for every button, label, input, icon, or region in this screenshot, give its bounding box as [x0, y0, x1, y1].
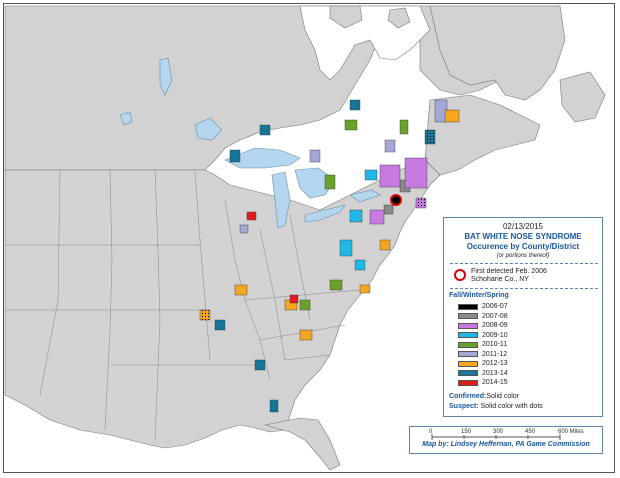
county-2007-08 [383, 204, 394, 215]
newfoundland [559, 71, 606, 123]
county-2010-11 [344, 119, 358, 131]
legend-swatch [458, 322, 478, 329]
legend-swatch [458, 370, 478, 377]
county-2010-11 [324, 174, 336, 190]
legend-swatch [458, 332, 478, 339]
county-2013-14 [259, 124, 271, 136]
county-2012-13 [379, 239, 391, 251]
legend: 02/13/2015 BAT WHITE NOSE SYNDROME Occur… [443, 217, 603, 417]
arctic-island [387, 7, 411, 29]
legend-item-2014-15: 2014-15 [458, 378, 508, 388]
legend-swatch [458, 341, 478, 348]
county-2008-09 [404, 157, 428, 189]
legend-note: (or portions thereof) [496, 253, 550, 259]
county-2008-09-suspect-dots [416, 198, 426, 208]
scale-tick-label: 150 [461, 429, 472, 435]
county-2014-15 [246, 211, 257, 221]
first-detected-location: Schoharie Co., NY [471, 276, 529, 283]
legend-item-label: 2008-09 [482, 322, 508, 330]
county-2013-14-suspect-dots [425, 130, 435, 144]
scale-tick-label: 300 [493, 429, 504, 435]
scale-tick-label: 450 [525, 429, 536, 435]
scale-tick-label: 0 [429, 429, 433, 435]
county-2013-14 [269, 399, 279, 413]
suspect-text: Solid color with dots [480, 403, 543, 410]
legend-item-label: 2007-08 [482, 312, 508, 320]
county-2012-13 [444, 109, 460, 123]
legend-item-label: 2009-10 [482, 331, 508, 339]
legend-swatch [458, 379, 478, 386]
legend-item-label: 2011-12 [482, 350, 508, 358]
legend-item-label: 2014-15 [482, 379, 508, 387]
legend-swatch [458, 313, 478, 320]
suspect-label: Suspect: [449, 403, 479, 410]
legend-separator [450, 288, 598, 289]
scale-tick-label: 600 Miles [558, 429, 584, 435]
first-detected-ring-icon [454, 269, 466, 281]
legend-swatch [458, 360, 478, 367]
legend-items: 2006-07 2007-08 2008-09 2009-10 2010-11 2011-… [458, 302, 508, 388]
first-detected-text: First detected Feb. 2006 [471, 268, 547, 275]
confirmed-label: Confirmed: [449, 393, 487, 400]
legend-item-2010-11: 2010-11 [458, 340, 508, 350]
legend-title: BAT WHITE NOSE SYNDROME [464, 232, 582, 241]
county-2012-13 [234, 284, 248, 296]
county-2009-10 [364, 169, 378, 181]
legend-confirmed: Confirmed:Solid color [449, 393, 519, 400]
great-lakes [119, 57, 381, 229]
county-2009-10 [339, 239, 353, 257]
usa-land [4, 159, 441, 449]
county-2013-14 [229, 149, 241, 163]
county-2010-11 [329, 279, 343, 291]
county-2011-12 [239, 224, 249, 234]
county-2011-12 [309, 149, 321, 163]
county-2008-09 [369, 209, 385, 225]
county-2013-14 [349, 99, 361, 111]
labrador [429, 5, 566, 101]
first-detected-marker-icon [390, 194, 402, 206]
county-2008-09 [379, 164, 401, 188]
legend-item-2007-08: 2007-08 [458, 312, 508, 322]
county-2006-07 [391, 195, 401, 205]
scale-bar: 0 150 300 450 600 Miles [429, 429, 584, 440]
county-2009-10 [354, 259, 366, 271]
legend-item-label: 2010-11 [482, 341, 508, 349]
map-credit: Map by: Lindsey Heffernan, PA Game Commi… [422, 441, 590, 448]
legend-first-detected: First detected Feb. 2006 Schoharie Co., … [454, 268, 547, 284]
legend-item-2006-07: 2006-07 [458, 302, 508, 312]
county-2013-14 [254, 359, 266, 371]
legend-item-label: 2006-07 [482, 303, 508, 311]
legend-swatch [458, 303, 478, 310]
county-2010-11 [399, 119, 409, 135]
confirmed-text: Solid color [486, 393, 520, 400]
county-2013-14 [214, 319, 226, 331]
legend-item-label: 2013-14 [482, 369, 508, 377]
legend-item-2013-14: 2013-14 [458, 369, 508, 379]
county-layer [199, 99, 460, 413]
legend-separator [450, 263, 598, 264]
scale-bar-box: 0 150 300 450 600 Miles Map by: Lindsey Heff… [409, 426, 603, 454]
county-2012-13-suspect-dots [200, 310, 210, 320]
legend-item-2009-10: 2009-10 [458, 331, 508, 341]
legend-date: 02/13/2015 [502, 222, 544, 231]
county-2011-12 [384, 139, 396, 153]
county-2010-11 [299, 299, 311, 311]
florida [264, 417, 341, 471]
legend-subtitle: Occurence by County/District [466, 242, 580, 251]
legend-item-2012-13: 2012-13 [458, 359, 508, 369]
legend-item-2011-12: 2011-12 [458, 350, 508, 360]
legend-suspect: Suspect: Solid color with dots [449, 403, 543, 410]
county-2014-15 [289, 294, 299, 304]
county-2012-13 [299, 329, 313, 341]
county-2012-13 [359, 284, 371, 294]
county-2009-10 [349, 209, 363, 223]
legend-season-label: Fall/Winter/Spring [449, 292, 509, 299]
arctic-island [329, 5, 363, 29]
state-borders [5, 169, 361, 441]
legend-item-2008-09: 2008-09 [458, 321, 508, 331]
legend-item-label: 2012-13 [482, 360, 508, 368]
legend-swatch [458, 351, 478, 358]
